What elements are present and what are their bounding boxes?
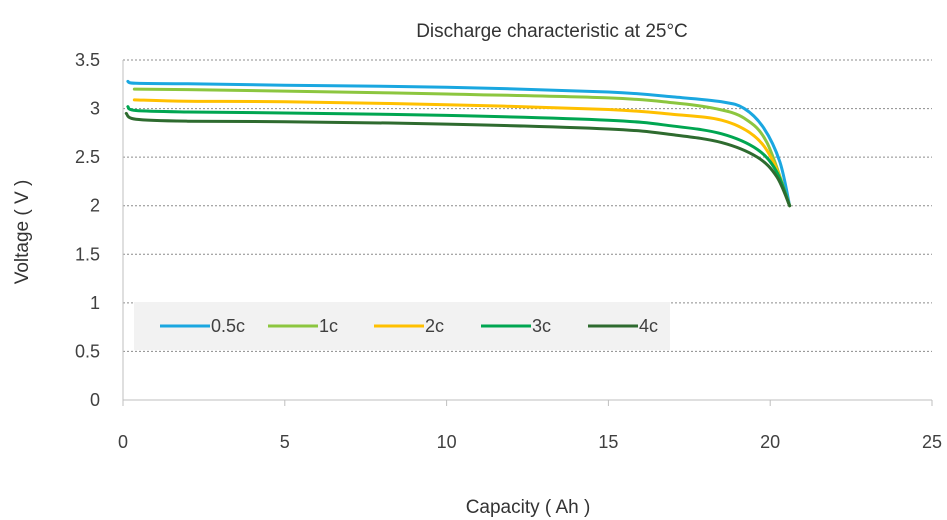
- y-tick-label-6: 3: [90, 99, 100, 119]
- chart-title: Discharge characteristic at 25°C: [416, 21, 688, 42]
- y-tick-label-0: 0: [90, 390, 100, 410]
- series-line-0.5c: [126, 79, 792, 208]
- x-axis-title: Capacity ( Ah ): [466, 497, 591, 518]
- legend-label-4c: 4c: [639, 316, 658, 336]
- legend-label-1c: 1c: [319, 316, 338, 336]
- y-tick-label-4: 2: [90, 196, 100, 216]
- legend-label-2c: 2c: [425, 316, 444, 336]
- y-tick-label-2: 1: [90, 293, 100, 313]
- axes: [122, 60, 933, 406]
- y-tick-label-1: 0.5: [75, 341, 100, 361]
- x-tick-label-5: 25: [922, 432, 942, 452]
- y-tick-label-7: 3.5: [75, 50, 100, 70]
- series-line-3c: [126, 105, 792, 208]
- y-tick-label-5: 2.5: [75, 147, 100, 167]
- y-axis-title: Voltage ( V ): [12, 180, 33, 285]
- series-line-1c: [132, 87, 792, 208]
- x-tick-label-3: 15: [598, 432, 618, 452]
- x-tick-label-1: 5: [280, 432, 290, 452]
- x-tick-label-2: 10: [437, 432, 457, 452]
- series-line-2c: [132, 98, 792, 208]
- series-line-4c: [124, 111, 792, 208]
- legend-label-3c: 3c: [532, 316, 551, 336]
- x-tick-label-0: 0: [118, 432, 128, 452]
- y-tick-label-3: 1.5: [75, 244, 100, 264]
- series-lines: [124, 79, 792, 208]
- x-tick-label-4: 20: [760, 432, 780, 452]
- legend-label-0.5c: 0.5c: [211, 316, 245, 336]
- tick-labels: 0 5 10 15 20 25 0 0.5 1 1.5 2 2.5 3 3.5: [75, 50, 942, 452]
- legend: 0.5c 1c 2c 3c 4c: [134, 302, 670, 350]
